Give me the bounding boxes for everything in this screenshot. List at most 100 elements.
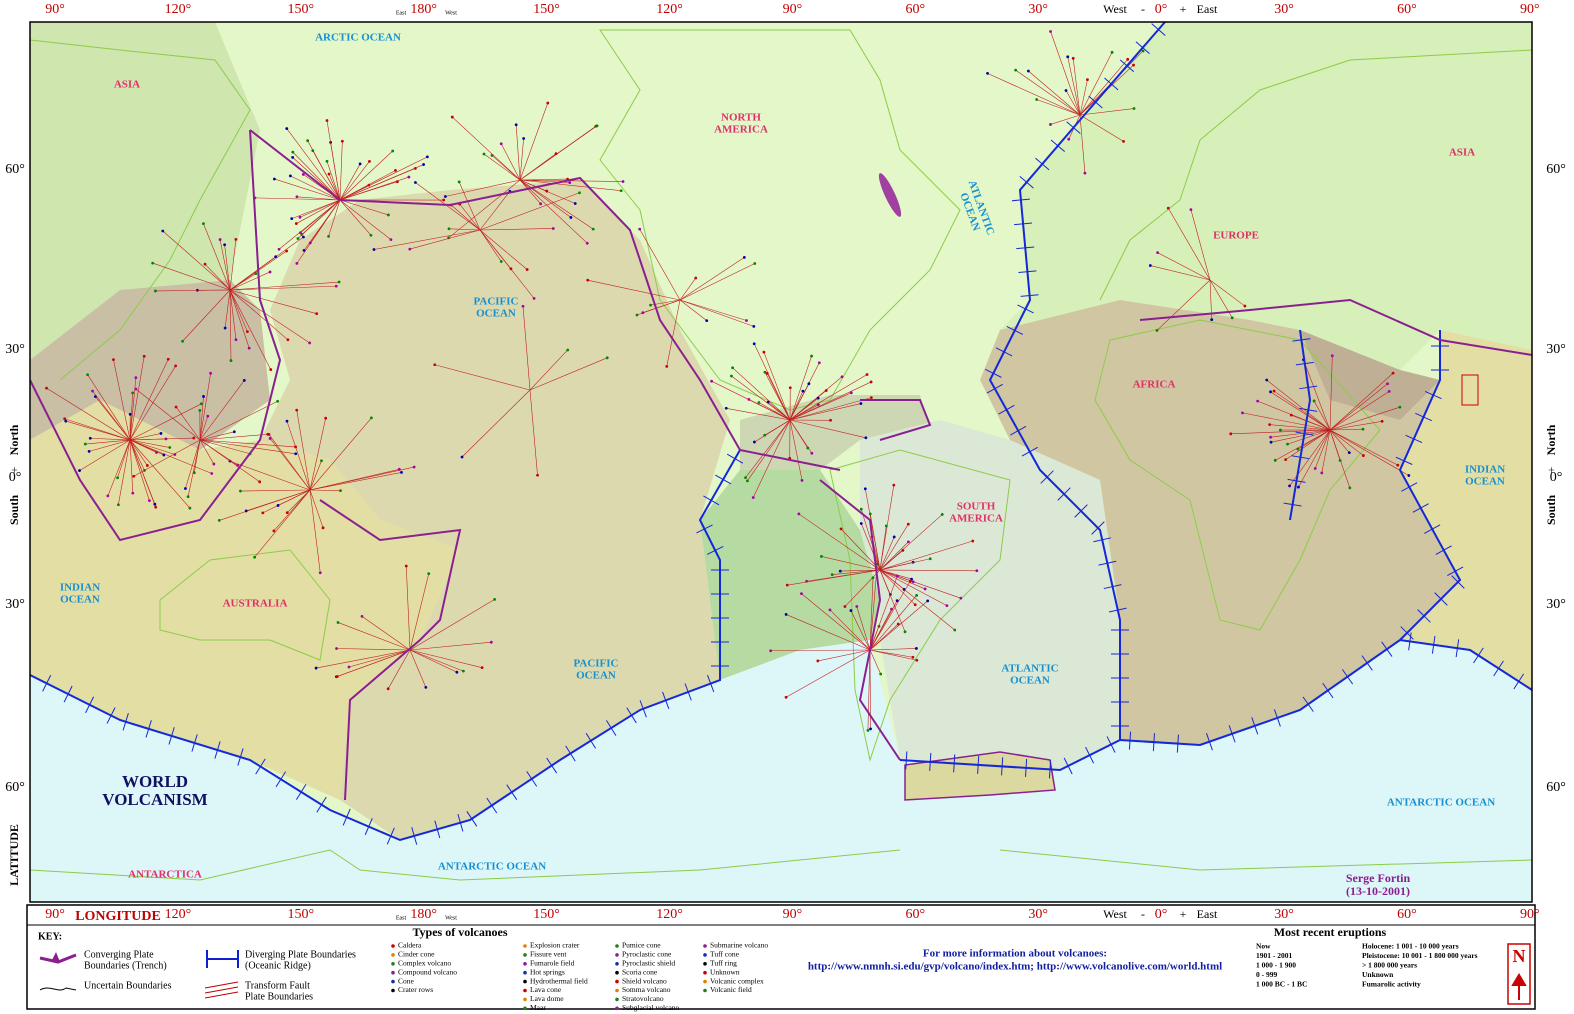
latitude-label: 30° xyxy=(5,597,25,612)
volcano-dot xyxy=(325,159,329,163)
coast-antarctica-east xyxy=(999,849,1532,871)
volcano-dot xyxy=(1272,389,1276,393)
volcano-ray xyxy=(328,199,341,237)
info-heading: For more information about volcanoes: xyxy=(923,948,1107,960)
volcano-ray xyxy=(79,439,131,471)
ridge-tick xyxy=(1093,537,1112,543)
volcano-dot xyxy=(840,375,844,379)
volcano-ray xyxy=(479,191,511,231)
longitude-label: 30° xyxy=(1274,907,1294,922)
volcano-ray xyxy=(268,434,311,491)
ridge-tick xyxy=(42,675,52,692)
volcano-ray xyxy=(445,179,521,197)
ridge-tick xyxy=(1176,734,1179,753)
volcano-dot xyxy=(869,380,873,384)
volcano-dot xyxy=(295,261,299,265)
volcano-dot xyxy=(294,445,298,449)
type-symbol xyxy=(703,979,707,984)
region-label: INDIAN xyxy=(1465,464,1505,476)
volcano-ray xyxy=(1079,52,1113,116)
volcano-dot xyxy=(1279,428,1282,432)
volcano-ray xyxy=(1168,208,1211,281)
ridge-tick xyxy=(1152,733,1155,752)
volcano-ray xyxy=(133,439,201,477)
volcano-type: Pyroclastic cone xyxy=(622,950,672,959)
philippine-sunda-plate xyxy=(30,280,270,450)
volcano-dot xyxy=(151,261,155,265)
volcano-type: Tuff ring xyxy=(710,959,737,968)
volcano-dot xyxy=(1035,98,1039,101)
ridge-tick xyxy=(1455,639,1460,658)
volcano-ray xyxy=(1028,70,1081,116)
volcano-dot xyxy=(1297,485,1300,489)
ridge-tick xyxy=(929,752,932,771)
volcano-dot xyxy=(302,235,305,239)
indo-australian-plate-west xyxy=(30,400,460,800)
volcano-dot xyxy=(132,474,136,478)
volcano-dot xyxy=(1269,390,1272,394)
volcano-ray xyxy=(860,523,881,571)
volcano-dot xyxy=(763,370,767,374)
volcano-ray xyxy=(789,390,804,421)
volcano-ray xyxy=(869,649,913,658)
volcano-ray xyxy=(229,289,289,341)
hemisphere-minus: - xyxy=(1141,2,1145,16)
longitude-label: 60° xyxy=(1397,2,1417,17)
volcano-dot xyxy=(801,389,805,393)
volcano-dot xyxy=(1148,264,1152,267)
volcano-dot xyxy=(763,433,767,437)
volcano-ray xyxy=(309,469,400,491)
ridge-tick xyxy=(715,474,732,485)
hudson-bay-feature xyxy=(878,173,902,217)
volcano-dot xyxy=(578,191,581,195)
volcano-dot xyxy=(83,442,87,446)
volcano-dot xyxy=(335,647,338,650)
volcano-dot xyxy=(863,487,867,491)
ridge-tick xyxy=(237,748,244,766)
volcano-ray xyxy=(829,609,871,651)
ridge-tick xyxy=(1103,584,1122,590)
volcano-ray xyxy=(326,120,341,201)
eruption-class: 1901 - 2001 xyxy=(1256,951,1292,960)
volcano-dot xyxy=(1347,451,1351,455)
volcano-dot xyxy=(116,476,119,480)
volcano-dot xyxy=(828,608,832,612)
volcano-ray xyxy=(224,244,231,291)
eruption-class: Fumarolic activity xyxy=(1362,980,1421,989)
volcano-dot xyxy=(306,139,310,143)
volcano-dot xyxy=(369,233,373,237)
volcano-ray xyxy=(770,649,871,652)
volcano-ray xyxy=(64,418,131,441)
longitude-label: 30° xyxy=(1028,2,1048,17)
ridge-tick xyxy=(106,707,116,724)
volcano-dot xyxy=(168,446,172,449)
ridge-tick xyxy=(1381,641,1393,657)
volcano-dot xyxy=(744,476,747,480)
volcano-ray xyxy=(326,161,341,201)
type-symbol xyxy=(615,1006,619,1011)
volcano-dot xyxy=(1398,405,1402,409)
volcano-dot xyxy=(926,599,930,603)
ridge-tick xyxy=(1295,361,1314,366)
volcano-dot xyxy=(816,403,820,407)
volcano-dot xyxy=(294,222,298,225)
volcano-ray xyxy=(840,569,881,572)
volcano-dot xyxy=(928,557,932,561)
volcano-dot xyxy=(816,396,820,400)
volcano-dot xyxy=(336,621,340,624)
volcano-dot xyxy=(290,217,294,221)
volcano-ray xyxy=(879,540,973,571)
type-symbol xyxy=(391,962,395,966)
volcano-ray xyxy=(879,569,906,632)
ridge-tick xyxy=(1057,487,1071,501)
volcano-ray xyxy=(240,489,311,492)
longitude-label: 90° xyxy=(783,2,803,17)
volcano-dot xyxy=(1330,354,1334,358)
volcano-dot xyxy=(551,227,555,230)
ridge-tick xyxy=(1401,482,1418,492)
volcano-dot xyxy=(619,189,623,193)
south-american-plate xyxy=(860,420,1120,770)
eruption-class: Holocene: 1 001 - 10 000 years xyxy=(1362,942,1459,951)
volcano-ray xyxy=(785,649,871,698)
volcano-ray xyxy=(129,356,145,441)
